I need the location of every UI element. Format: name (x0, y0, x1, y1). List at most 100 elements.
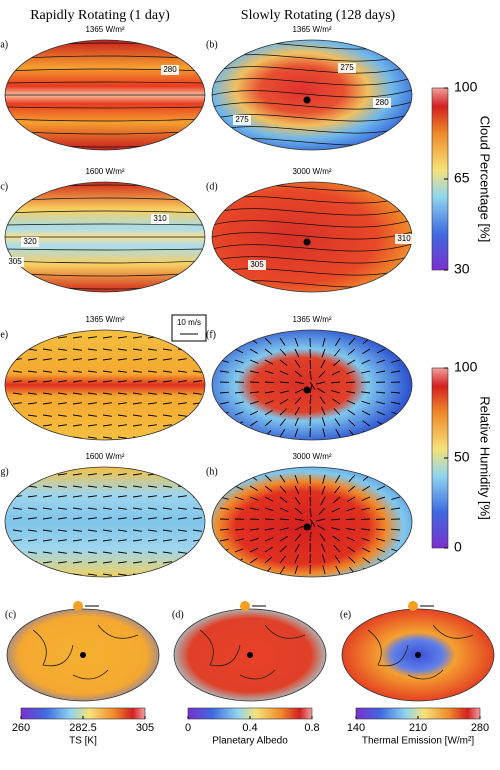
wind-arrow (321, 554, 326, 564)
wind-arrow (334, 555, 341, 564)
wind-arrow (309, 518, 316, 527)
wind-arrow (264, 337, 272, 345)
colorbar-tick-label: 0 (185, 722, 191, 734)
wind-arrow (177, 402, 187, 405)
contour-label: 280 (375, 98, 389, 107)
wind-arrow (309, 381, 316, 390)
wind-arrow (117, 358, 127, 361)
panel-title: 1365 W/m² (85, 315, 124, 324)
panel-label: (f) (206, 329, 216, 340)
wind-arrow (57, 424, 67, 427)
wind-arrow (147, 348, 157, 351)
wind-arrow (376, 507, 386, 511)
wind-scale: 10 m/s (171, 314, 207, 342)
wind-arrow (192, 370, 202, 373)
wind-arrow (376, 548, 386, 553)
wind-arrow (132, 539, 142, 542)
wind-arrow (264, 381, 275, 384)
wind-arrow (264, 359, 274, 365)
wind-arrow (376, 348, 386, 354)
contour-line (212, 267, 412, 276)
wind-arrow (42, 392, 52, 395)
wind-arrow (362, 557, 371, 564)
wind-arrow (309, 532, 312, 542)
wind-arrow (335, 565, 341, 575)
wind-arrow (27, 529, 37, 532)
wind-arrow (346, 527, 356, 531)
wind-arrow (361, 370, 371, 374)
contour-line (5, 81, 205, 84)
wind-scale-label: 10 m/s (177, 318, 201, 327)
panel-title: 1365 W/m² (292, 315, 331, 324)
wind-arrow (72, 573, 82, 576)
wind-arrow (177, 529, 187, 532)
wind-arrow (192, 517, 202, 520)
wind-arrow (234, 359, 244, 364)
map (4, 466, 206, 578)
wind-arrow (321, 485, 326, 495)
wind-arrow (87, 392, 97, 395)
wind-arrow (132, 370, 142, 373)
wind-arrow (332, 398, 341, 405)
wind-arrow (27, 348, 37, 351)
colorbar-label: Relative Humidity [%] (478, 396, 493, 520)
wind-arrow (234, 391, 244, 394)
panel-label: (a) (0, 39, 8, 50)
contour-line (5, 248, 205, 251)
wind-arrow (294, 485, 300, 495)
wind-arrow (249, 557, 258, 564)
substellar-point (415, 652, 421, 658)
wind-arrow (87, 358, 97, 361)
colorbar-label: Planetary Albedo (212, 736, 288, 747)
colorbar-tick-label: 210 (409, 722, 427, 734)
wind-arrow (376, 411, 386, 416)
wind-arrow (294, 533, 302, 542)
wind-arrow (294, 370, 303, 378)
wind-arrow (219, 391, 230, 394)
map-overlay (212, 183, 412, 288)
wind-arrow (72, 507, 82, 510)
wind-arrow (294, 388, 304, 394)
wind-arrow (279, 429, 286, 438)
contour-line (5, 223, 205, 226)
wind-arrow (147, 358, 157, 361)
wind-arrow (27, 392, 37, 395)
wind-arrow (87, 424, 97, 427)
wind-arrow (321, 543, 326, 553)
panel-label: (c) (5, 609, 16, 620)
wind-arrow (117, 336, 127, 339)
wind-arrow (249, 410, 259, 416)
wind-arrow (391, 496, 401, 500)
map-panel: 1365 W/m² (b) 275 280 275 (206, 25, 413, 151)
wind-arrow (177, 392, 187, 395)
wind-arrow (361, 496, 371, 501)
colorbar-tick-label: 260 (12, 722, 30, 734)
wind-arrow (219, 507, 229, 510)
wind-arrow (102, 358, 112, 361)
wind-arrow (57, 485, 67, 488)
wind-arrow (348, 474, 356, 482)
wind-arrow (376, 538, 386, 542)
map-overlay (219, 474, 401, 575)
wind-arrow (234, 348, 244, 354)
wind-arrow (333, 545, 341, 553)
wind-arrow (42, 495, 52, 498)
panel-label: (c) (0, 181, 8, 192)
wind-arrow (57, 517, 67, 520)
wind-arrow (279, 518, 290, 521)
colorbar-label: Cloud Percentage [%] (478, 116, 493, 242)
contour-label: 275 (235, 115, 249, 124)
wind-arrow (117, 561, 127, 564)
wind-arrow (249, 507, 259, 511)
wind-arrow (264, 400, 274, 405)
wind-arrow (294, 396, 302, 405)
wind-arrow (264, 370, 274, 375)
wind-arrow (348, 419, 356, 427)
colorbar-tick-label: 0 (454, 539, 462, 555)
wind-arrow (249, 400, 259, 405)
wind-arrow (132, 414, 142, 417)
wind-arrow (249, 537, 259, 542)
wind-arrow (321, 406, 326, 416)
wind-arrow (87, 539, 97, 542)
contour-line (212, 255, 412, 264)
